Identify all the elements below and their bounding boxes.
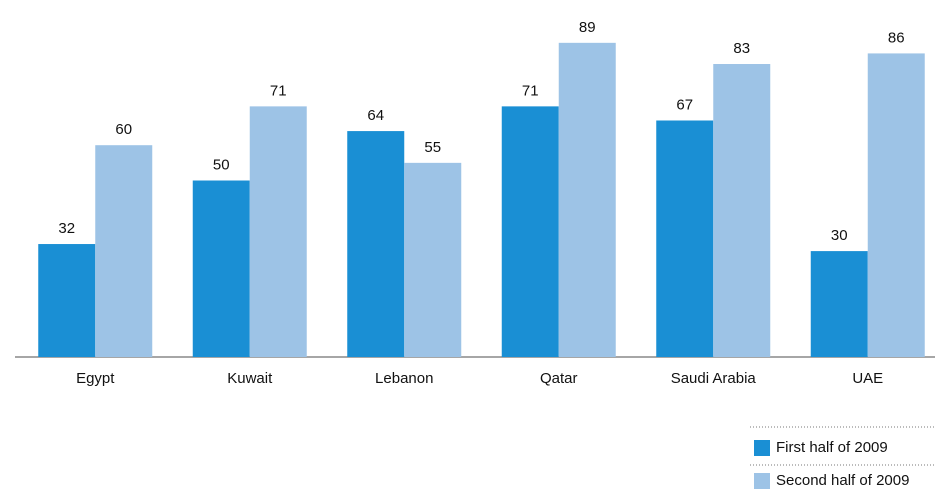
- legend-swatch: [754, 440, 770, 456]
- value-label: 64: [367, 107, 384, 124]
- bar: [713, 64, 771, 357]
- bar: [404, 162, 462, 357]
- value-label: 50: [213, 156, 230, 173]
- value-label: 71: [270, 82, 287, 99]
- bar: [192, 180, 250, 357]
- value-label: 30: [831, 227, 848, 244]
- legend-label: Second half of 2009: [776, 472, 909, 489]
- bar: [558, 42, 616, 358]
- value-label: 67: [676, 96, 693, 113]
- x-tick-label: UAE: [852, 370, 883, 387]
- x-tick-label: Kuwait: [227, 370, 273, 387]
- bar: [95, 145, 153, 357]
- legend-swatch: [754, 473, 770, 489]
- x-tick-label: Lebanon: [375, 370, 433, 387]
- value-label: 71: [522, 82, 539, 99]
- value-label: 60: [115, 121, 132, 138]
- value-label: 89: [579, 19, 596, 36]
- x-tick-label: Egypt: [76, 370, 115, 387]
- bar: [347, 131, 405, 357]
- value-label: 83: [733, 40, 750, 57]
- x-tick-label: Qatar: [540, 370, 578, 387]
- bar: [867, 53, 925, 358]
- value-label: 86: [888, 29, 905, 46]
- bar: [810, 251, 868, 357]
- bar: [656, 120, 714, 358]
- bar: [38, 244, 96, 357]
- bar: [501, 106, 559, 358]
- legend-label: First half of 2009: [776, 439, 888, 456]
- value-label: 55: [424, 139, 441, 156]
- value-label: 32: [58, 220, 75, 237]
- bar: [249, 106, 307, 358]
- x-tick-label: Saudi Arabia: [671, 370, 757, 387]
